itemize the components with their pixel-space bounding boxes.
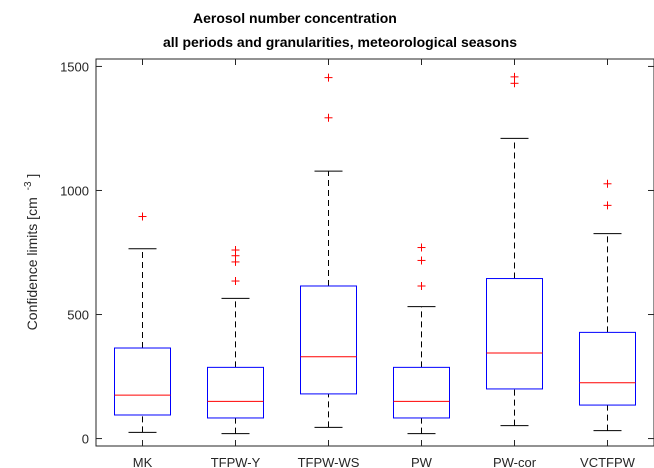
x-axis-ticks: MK TFPW-Y TFPW-WS PW PW-cor VCTFPW bbox=[133, 59, 636, 468]
iqr-box bbox=[579, 331, 636, 406]
outlier-marker bbox=[138, 212, 147, 221]
x-tick-label: MK bbox=[133, 455, 153, 468]
box-group bbox=[114, 212, 171, 433]
outlier-marker bbox=[510, 72, 519, 81]
plot-area bbox=[95, 58, 654, 447]
outlier-marker bbox=[417, 256, 426, 265]
box-group bbox=[300, 73, 357, 428]
box-group bbox=[486, 72, 543, 427]
y-tick-label: 1500 bbox=[60, 59, 89, 74]
iqr-box bbox=[207, 366, 264, 419]
outlier-marker bbox=[231, 277, 240, 286]
outlier-marker bbox=[231, 246, 240, 255]
chart-title-line-2: all periods and granularities, meteorolo… bbox=[163, 34, 517, 50]
iqr-box bbox=[114, 347, 171, 416]
x-tick-label: PW-cor bbox=[493, 455, 537, 468]
y-axis-label-close: ] bbox=[24, 174, 40, 178]
outlier-marker bbox=[603, 179, 612, 188]
x-tick-label: PW bbox=[411, 455, 433, 468]
y-axis-label-main: Confidence limits [cm bbox=[24, 197, 40, 330]
outlier-marker bbox=[324, 113, 333, 122]
y-axis-ticks: 0 500 1000 1500 bbox=[60, 59, 654, 447]
x-tick-label: TFPW-WS bbox=[298, 455, 360, 468]
y-axis-label-superscript: -3 bbox=[23, 181, 34, 190]
box-series bbox=[114, 72, 636, 435]
iqr-box bbox=[486, 278, 543, 390]
y-tick-label: 1000 bbox=[60, 183, 89, 198]
y-tick-label: 500 bbox=[67, 308, 89, 323]
iqr-box bbox=[300, 285, 357, 395]
y-tick-label: 0 bbox=[82, 432, 89, 447]
box-group bbox=[579, 179, 636, 432]
y-axis-label: Confidence limits [cm -3 ] bbox=[18, 174, 40, 331]
outlier-marker bbox=[417, 243, 426, 252]
x-tick-label: TFPW-Y bbox=[211, 455, 261, 468]
outlier-marker bbox=[417, 281, 426, 290]
outlier-marker bbox=[603, 201, 612, 210]
box-group bbox=[393, 243, 450, 435]
outlier-marker bbox=[324, 73, 333, 82]
box-group bbox=[207, 246, 264, 435]
iqr-box bbox=[393, 366, 450, 419]
x-tick-label: VCTFPW bbox=[580, 455, 636, 468]
chart-title-line-1: Aerosol number concentration bbox=[193, 10, 397, 26]
